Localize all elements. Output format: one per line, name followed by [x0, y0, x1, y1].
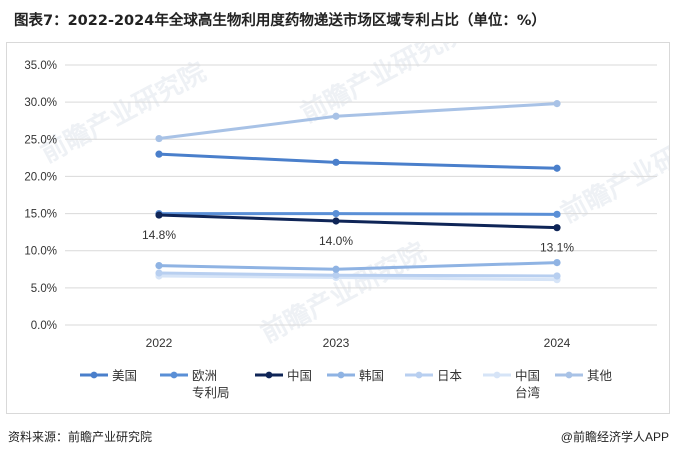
- legend-marker: [337, 371, 345, 379]
- watermark-text: 前瞻产业研究院: [296, 43, 471, 128]
- x-tick-label: 2022: [146, 336, 173, 350]
- legend-marker: [415, 371, 423, 379]
- data-label: 13.1%: [540, 241, 574, 255]
- data-point: [553, 164, 561, 172]
- y-tick-label: 30.0%: [24, 97, 57, 109]
- data-point: [332, 217, 340, 225]
- x-tick-label: 2023: [323, 336, 350, 350]
- y-tick-label: 10.0%: [24, 246, 57, 258]
- data-point: [332, 158, 340, 166]
- legend-marker: [265, 371, 273, 379]
- data-point: [155, 134, 163, 143]
- series-line: [159, 212, 558, 216]
- source-note: 资料来源：前瞻产业研究院: [8, 430, 153, 444]
- y-tick-label: 35.0%: [24, 60, 57, 72]
- y-tick-label: 5.0%: [31, 283, 57, 295]
- series-line: [158, 261, 558, 271]
- y-tick-label: 25.0%: [24, 134, 57, 146]
- data-point: [553, 272, 561, 280]
- series-line: [158, 152, 558, 170]
- data-point: [332, 265, 340, 273]
- data-point: [332, 112, 340, 120]
- data-point: [155, 261, 163, 270]
- legend-label: 台湾: [515, 385, 540, 400]
- legend-marker: [90, 371, 98, 379]
- x-tick-label: 2024: [544, 336, 571, 350]
- legend-marker: [565, 371, 573, 379]
- brand-credit: @前瞻经济学人APP: [560, 430, 669, 444]
- line-chart: 前瞻产业研究院 前瞻产业研究院前瞻产业研究院前瞻产业研究院0.0%5.0%10.0…: [24, 16, 677, 400]
- watermark-text: 前瞻产业研究院: [256, 236, 431, 348]
- data-point: [553, 100, 561, 108]
- legend-label: 中国: [515, 368, 540, 383]
- data-point: [155, 269, 163, 277]
- chart-frame: 前瞻产业研究院 前瞻产业研究院 前瞻产业研究院 前瞻产业研究院 0.0% 5.0% 10.0…: [6, 16, 677, 414]
- data-point: [553, 259, 561, 267]
- data-label: 14.0%: [319, 234, 353, 248]
- legend-label: 欧洲: [192, 369, 217, 383]
- legend-label: 日本: [437, 369, 463, 383]
- watermark-text: 前瞻产业研究院: [36, 56, 211, 168]
- legend-marker: [170, 371, 178, 379]
- series-line: [158, 213, 558, 230]
- legend-marker: [493, 371, 501, 379]
- data-point: [553, 224, 561, 232]
- data-point: [332, 271, 340, 279]
- legend-label: 中国: [287, 368, 312, 383]
- legend-label: 韩国: [359, 368, 384, 383]
- y-tick-label: 0.0%: [31, 320, 57, 332]
- legend-label: 其他: [587, 369, 613, 383]
- data-point: [332, 209, 340, 218]
- series-line: [158, 102, 558, 141]
- data-point: [155, 211, 163, 219]
- watermark-text: 前瞻产业研究院: [556, 116, 669, 228]
- data-label: 14.8%: [142, 228, 176, 242]
- data-point: [155, 150, 163, 158]
- y-tick-label: 20.0%: [24, 171, 57, 183]
- legend-label: 专利局: [192, 385, 230, 400]
- legend-label: 美国: [112, 369, 137, 383]
- y-tick-label: 15.0%: [24, 209, 57, 221]
- chart-title: 图表7：2022-2024年全球高生物利用度药物递送市场区域专利占比（单位：%）: [14, 13, 546, 29]
- data-point: [553, 210, 561, 218]
